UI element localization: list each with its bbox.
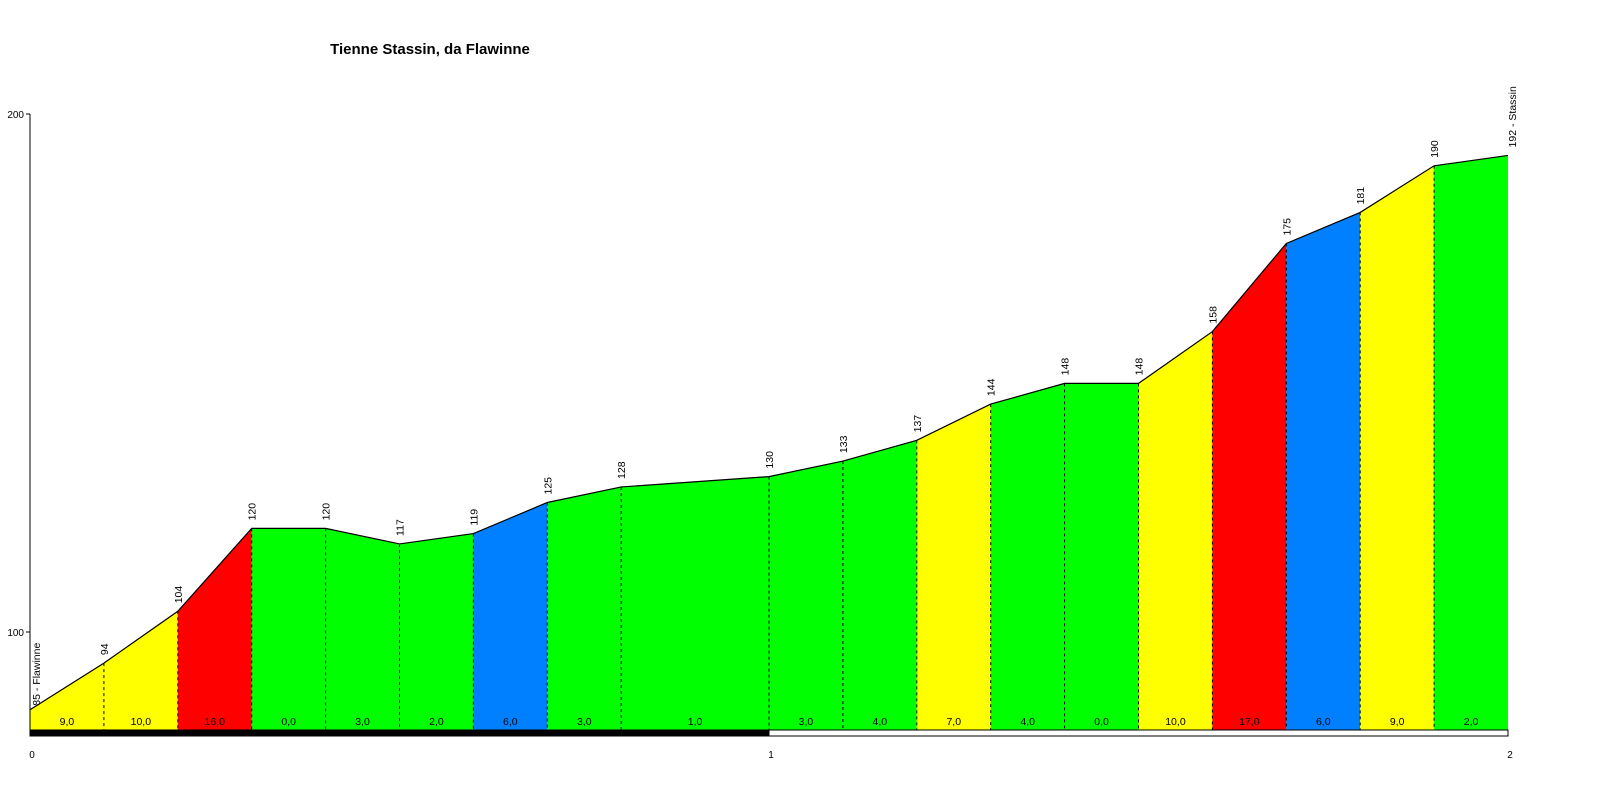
gradient-segment — [1064, 383, 1139, 730]
gradient-segment — [769, 461, 843, 730]
elevation-label: 119 — [468, 509, 480, 526]
end-label: 192 - Stassin — [1507, 86, 1519, 147]
gradient-segment — [251, 528, 326, 730]
segment-grade-label: 9,0 — [1390, 716, 1405, 728]
x-tick-label: 0 — [29, 750, 35, 761]
elevation-label: 128 — [616, 461, 628, 479]
segment-grade-label: 2,0 — [1464, 716, 1479, 728]
x-tick-label: 2 — [1507, 750, 1513, 761]
gradient-segment — [1138, 331, 1213, 730]
elevation-label: 181 — [1355, 187, 1367, 205]
gradient-segment — [1286, 212, 1361, 731]
segment-grade-label: 3,0 — [799, 716, 814, 728]
gradient-segment — [547, 486, 622, 730]
gradient-segment — [1212, 243, 1287, 730]
gradient-segment — [399, 533, 474, 730]
chart-title: Tienne Stassin, da Flawinne — [330, 41, 530, 58]
elevation-label: 190 — [1429, 140, 1441, 158]
segment-grade-label: 3,0 — [577, 716, 592, 728]
segment-grade-label: 6,0 — [1316, 716, 1331, 728]
segment-grade-label: 0,0 — [1094, 716, 1109, 728]
y-tick-label: 100 — [7, 628, 24, 639]
elevation-label: 104 — [173, 586, 185, 604]
gradient-segment — [103, 611, 178, 730]
segment-grade-label: 4,0 — [873, 716, 888, 728]
gradient-segment — [177, 528, 252, 730]
segment-grade-label: 1,0 — [688, 716, 703, 728]
segment-grade-label: 10,0 — [131, 716, 152, 728]
y-tick-label: 200 — [7, 110, 24, 121]
segment-grade-label: 4,0 — [1020, 716, 1035, 728]
elevation-label: 117 — [395, 519, 407, 536]
segment-grade-label: 9,0 — [60, 716, 75, 728]
elevation-label: 130 — [764, 451, 776, 469]
x-tick-label: 1 — [768, 750, 774, 761]
gradient-segment — [1434, 155, 1508, 730]
gradient-segment — [990, 383, 1065, 730]
elevation-label: 125 — [542, 477, 554, 495]
gradient-segment — [30, 663, 104, 730]
segment-grade-label: 16,0 — [205, 716, 226, 728]
profile-line — [29, 154, 1509, 711]
gradient-segment — [916, 404, 991, 730]
gradient-segment — [1360, 165, 1435, 731]
segment-grade-label: 10,0 — [1165, 716, 1186, 728]
segment-grade-label: 7,0 — [946, 716, 961, 728]
elevation-label: 148 — [1134, 358, 1146, 376]
start-label: 85 - Flawinne — [31, 643, 43, 706]
elevation-label: 144 — [986, 378, 998, 396]
elevation-label: 137 — [912, 415, 924, 433]
elevation-label: 175 — [1281, 218, 1293, 236]
segment-grade-label: 2,0 — [429, 716, 444, 728]
gradient-segment — [621, 476, 769, 730]
elevation-label: 158 — [1207, 306, 1219, 324]
segment-grade-label: 6,0 — [503, 716, 518, 728]
segment-grade-label: 3,0 — [355, 716, 370, 728]
gradient-segment — [325, 528, 400, 730]
distance-bar-km2 — [768, 729, 1509, 737]
gradient-segment — [473, 502, 548, 730]
gradient-segment — [842, 440, 917, 730]
elevation-label: 120 — [321, 503, 333, 521]
distance-bar-km1 — [29, 729, 770, 737]
segment-grade-label: 17,0 — [1239, 716, 1260, 728]
elevation-label: 148 — [1060, 358, 1072, 376]
elevation-label: 94 — [99, 643, 111, 655]
segment-grade-label: 0,0 — [281, 716, 296, 728]
elevation-label: 133 — [838, 435, 850, 453]
elevation-label: 120 — [247, 503, 259, 521]
